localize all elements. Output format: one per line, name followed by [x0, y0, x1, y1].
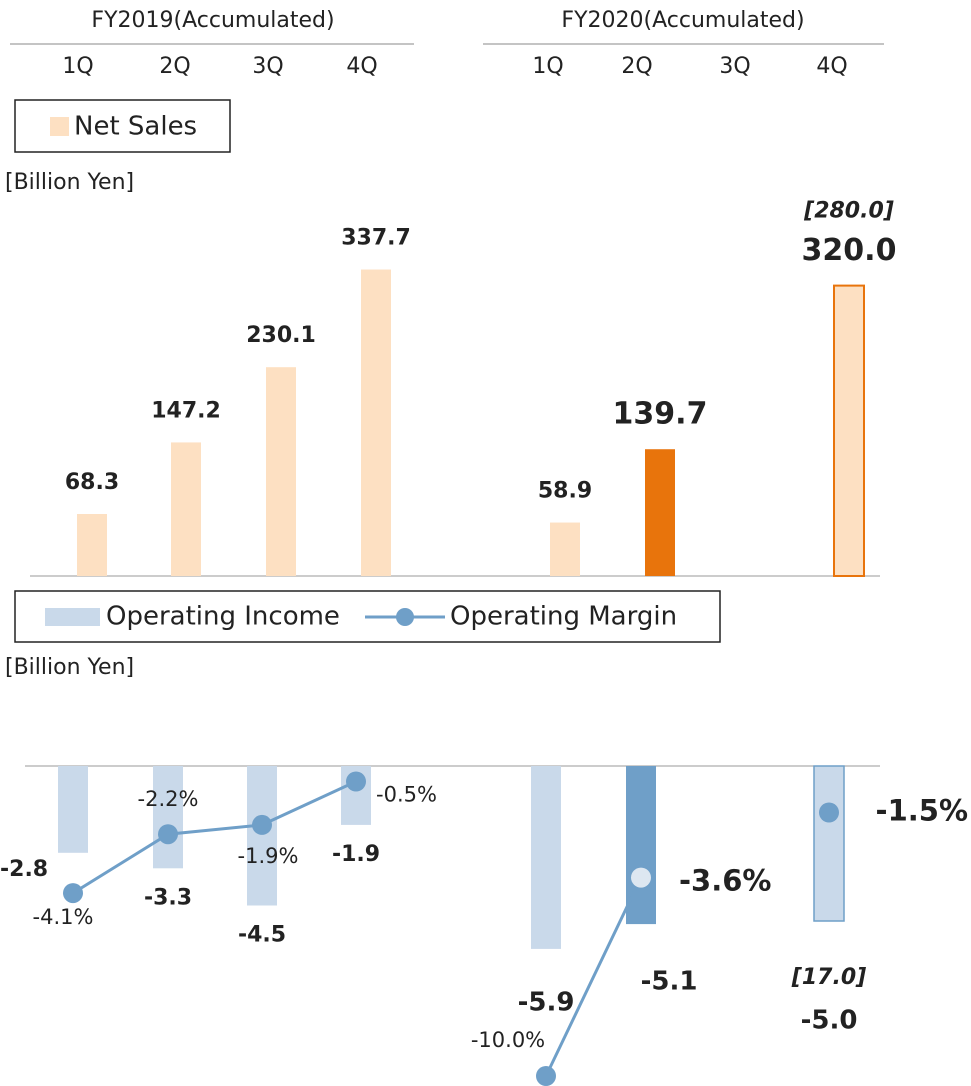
value-label: -5.1 [641, 967, 698, 997]
quarter-label: 2Q [621, 54, 652, 79]
bar [645, 449, 675, 576]
value-label: -5.9 [518, 987, 575, 1017]
quarter-label: 3Q [252, 54, 283, 79]
bar [266, 367, 296, 576]
forecast-label: [17.0] [791, 965, 866, 990]
bar [531, 766, 561, 949]
quarter-label: 1Q [532, 54, 563, 79]
legend-label: Net Sales [74, 112, 197, 142]
value-label: 337.7 [341, 226, 411, 251]
legend-swatch [45, 608, 100, 626]
value-label: -2.2% [138, 787, 199, 811]
quarter-label: 3Q [719, 54, 750, 79]
bar [550, 522, 580, 576]
legend-label: Operating Margin [450, 602, 677, 632]
marker [631, 867, 651, 888]
value-label: 139.7 [613, 397, 708, 432]
line [544, 876, 643, 1077]
quarter-label: 1Q [62, 54, 93, 79]
value-label: -1.5% [876, 794, 968, 828]
bar [833, 284, 865, 577]
forecast-label: [280.0] [803, 199, 894, 224]
bar [153, 766, 183, 869]
quarter-label: 4Q [346, 54, 377, 79]
value-label: -4.1% [33, 905, 94, 929]
value-label: -10.0% [471, 1028, 545, 1052]
legend-box [14, 99, 231, 153]
value-label: -3.6% [679, 864, 771, 898]
legend-marker [396, 608, 414, 626]
marker [252, 814, 272, 835]
value-label: -5.0 [801, 1006, 858, 1036]
value-label: 147.2 [151, 398, 221, 423]
line [72, 780, 357, 895]
marker [819, 802, 839, 823]
marker [158, 824, 178, 845]
unit-label: [Billion Yen] [5, 655, 134, 680]
value-label: -2.8 [0, 857, 48, 882]
value-label: -1.9% [238, 844, 299, 868]
group-title: FY2019(Accumulated) [91, 8, 334, 33]
quarter-label: 2Q [159, 54, 190, 79]
value-label: 58.9 [538, 479, 592, 504]
unit-label: [Billion Yen] [5, 170, 134, 195]
marker [346, 771, 366, 792]
value-label: -3.3 [144, 885, 192, 910]
bar [77, 514, 107, 576]
value-label: -1.9 [332, 842, 380, 867]
value-label: 320.0 [802, 233, 897, 268]
value-label: -4.5 [238, 923, 286, 948]
quarter-label: 4Q [816, 54, 847, 79]
bar [171, 442, 201, 576]
value-label: 230.1 [246, 323, 316, 348]
legend-label: Operating Income [106, 602, 340, 632]
legend-box [14, 590, 721, 643]
bar [813, 765, 845, 922]
bar [361, 269, 391, 576]
value-label: -0.5% [376, 783, 437, 807]
bar [58, 766, 88, 853]
bar [247, 766, 277, 906]
group-title: FY2020(Accumulated) [561, 8, 804, 33]
marker [63, 883, 83, 904]
value-label: 68.3 [65, 470, 119, 495]
legend-swatch [50, 117, 69, 136]
marker [536, 1066, 556, 1086]
